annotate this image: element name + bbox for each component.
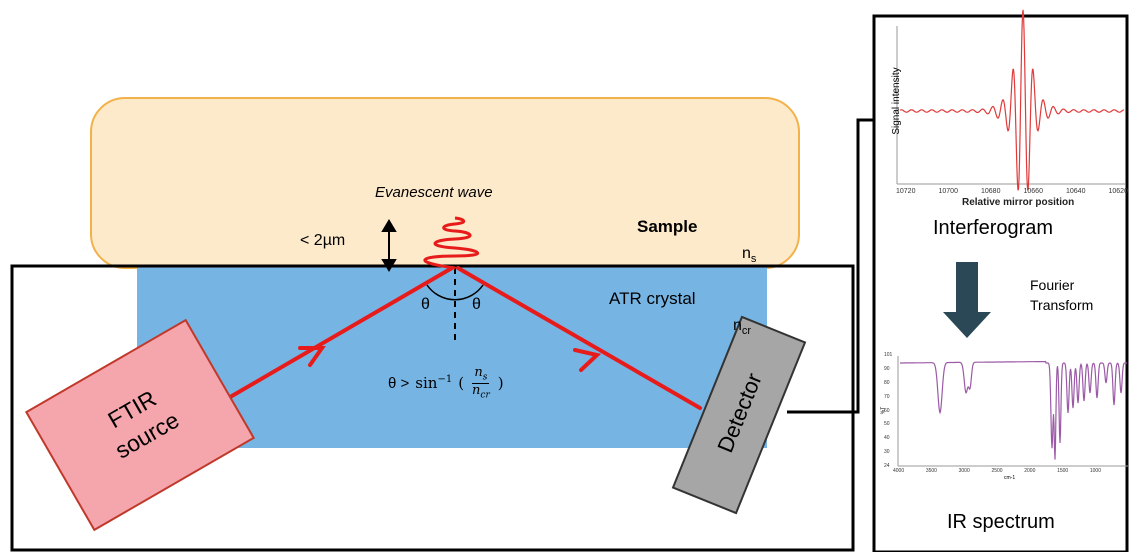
spectrum-xlabel: cm-1	[1004, 475, 1016, 481]
angle-arc	[426, 284, 484, 301]
critical-angle-condition: θ > sin−1 ( ns ncr )	[388, 365, 504, 401]
detector	[671, 315, 807, 515]
signal-connector	[787, 118, 875, 414]
interferogram-plot	[896, 9, 1125, 191]
crystal-index: ncr	[733, 317, 752, 338]
interferogram-xticks: 10720 10700 10680 10660 10640 10620	[896, 188, 1128, 195]
interferogram-xlabel: Relative mirror position	[962, 197, 1075, 208]
ir-beam	[223, 266, 702, 410]
ftir-source	[24, 318, 256, 532]
analysis-panel	[872, 14, 1129, 552]
evanescent-wave	[423, 216, 480, 270]
angle-label-right: θ	[472, 296, 481, 313]
spectrum-yticks: 101 90 80 70 60 50 40 30 24	[884, 352, 893, 469]
spectrum-title: IR spectrum	[947, 511, 1055, 533]
evanescent-label: Evanescent wave	[375, 184, 493, 201]
sample-region	[90, 97, 800, 269]
crystal-label: ATR crystal	[609, 289, 696, 308]
spectrum-xticks: 4000 3500 3000 2500 2000 1500 1000	[893, 468, 1101, 474]
interferogram-title: Interferogram	[933, 217, 1054, 239]
interferogram-ylabel: Signal intensity	[891, 67, 902, 135]
depth-arrow	[381, 219, 397, 272]
fourier-transform-label: Fourier Transform	[1030, 277, 1094, 313]
angle-label-left: θ	[421, 296, 430, 313]
sample-index: ns	[742, 245, 757, 266]
instrument-frame	[10, 264, 855, 552]
depth-label: < 2µm	[300, 232, 346, 249]
sample-label: Sample	[637, 217, 698, 236]
spectrum-trace	[900, 360, 1127, 460]
interferogram-trace	[899, 9, 1125, 191]
fourier-arrow	[943, 262, 991, 338]
spectrum-plot	[897, 356, 1128, 467]
